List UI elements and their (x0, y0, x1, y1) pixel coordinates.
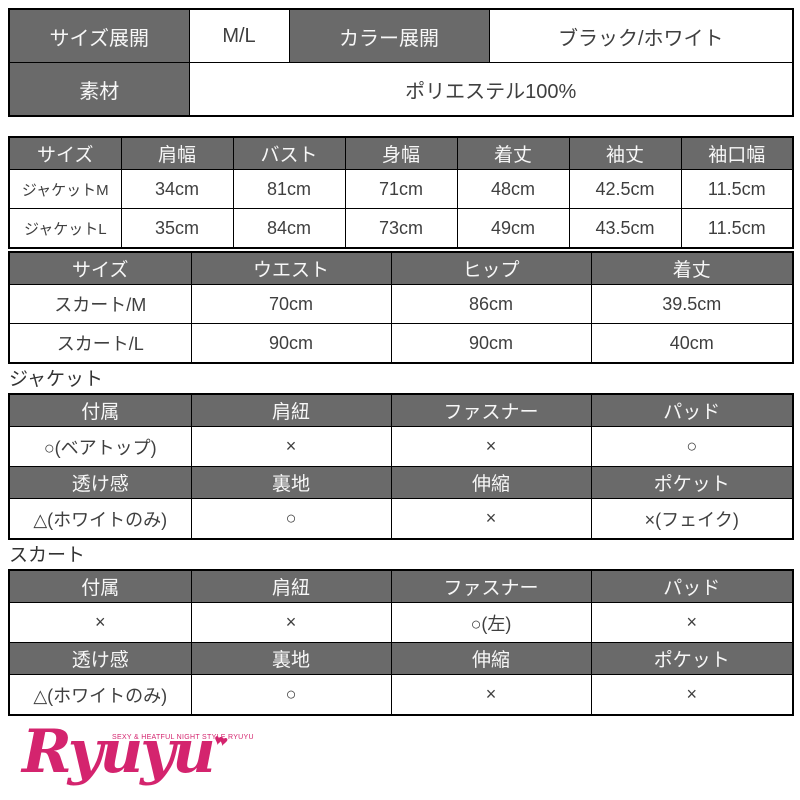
table-row: × × ○(左) × (8, 602, 794, 643)
value-cell: 90cm (390, 323, 592, 364)
value-cell: 86cm (390, 284, 592, 324)
info-value-size-range: M/L (188, 8, 290, 63)
header-cell: ポケット (590, 642, 794, 675)
header-cell: 透け感 (8, 642, 192, 675)
header-cell: 裏地 (190, 466, 392, 499)
skirt-spec-table: 付属 肩紐 ファスナー パッド × × ○(左) × 透け感 裏地 伸縮 ポケッ… (8, 569, 794, 716)
logo-wordmark: Ryuyu (22, 717, 216, 787)
value-cell: × (390, 674, 592, 716)
info-value-color-range: ブラック/ホワイト (488, 8, 794, 63)
skirt-size-table: サイズ ウエスト ヒップ 着丈 スカート/M 70cm 86cm 39.5cm … (8, 251, 794, 364)
info-value-material: ポリエステル100% (188, 62, 794, 117)
header-cell: 肩紐 (190, 393, 392, 427)
value-cell: × (190, 602, 392, 643)
jacket-spec-table: 付属 肩紐 ファスナー パッド ○(ベアトップ) × × ○ 透け感 裏地 伸縮… (8, 393, 794, 540)
header-cell: 身幅 (344, 136, 458, 170)
value-cell: 71cm (344, 169, 458, 209)
header-cell: 伸縮 (390, 642, 592, 675)
header-cell: パッド (590, 569, 794, 603)
value-cell: △(ホワイトのみ) (8, 674, 192, 716)
value-cell: 81cm (232, 169, 346, 209)
section-title-skirt: スカート (9, 545, 86, 566)
jacket-size-table: サイズ 肩幅 バスト 身幅 着丈 袖丈 袖口幅 ジャケットM 34cm 81cm… (8, 136, 794, 249)
value-cell: × (190, 426, 392, 467)
header-cell: 肩幅 (120, 136, 234, 170)
row-label: ジャケットM (8, 169, 122, 209)
header-cell: バスト (232, 136, 346, 170)
value-cell: 70cm (190, 284, 392, 324)
value-cell: 90cm (190, 323, 392, 364)
value-cell: ×(フェイク) (590, 498, 794, 540)
table-row: スカート/L 90cm 90cm 40cm (8, 323, 794, 364)
value-cell: 73cm (344, 208, 458, 249)
logo-tagline: SEXY & HEATFUL NIGHT STYLE RYUYU (112, 734, 254, 741)
value-cell: × (390, 426, 592, 467)
row-label: スカート/M (8, 284, 192, 324)
value-cell: ○(ベアトップ) (8, 426, 192, 467)
product-info-table: サイズ展開 M/L カラー展開 ブラック/ホワイト 素材 ポリエステル100% (8, 8, 794, 117)
table-row: ○(ベアトップ) × × ○ (8, 426, 794, 467)
header-cell: 裏地 (190, 642, 392, 675)
value-cell: △(ホワイトのみ) (8, 498, 192, 540)
header-cell: サイズ (8, 136, 122, 170)
value-cell: 11.5cm (680, 169, 794, 209)
value-cell: × (590, 674, 794, 716)
value-cell: 49cm (456, 208, 570, 249)
table-header-row: サイズ ウエスト ヒップ 着丈 (8, 251, 794, 285)
value-cell: ○ (190, 498, 392, 540)
brand-logo: SEXY & HEATFUL NIGHT STYLE RYUYU Ryuyu ♥… (22, 710, 262, 796)
header-cell: パッド (590, 393, 794, 427)
value-cell: × (390, 498, 592, 540)
header-cell: サイズ (8, 251, 192, 285)
value-cell: ○ (190, 674, 392, 716)
header-cell: 付属 (8, 393, 192, 427)
value-cell: 43.5cm (568, 208, 682, 249)
table-row: スカート/M 70cm 86cm 39.5cm (8, 284, 794, 324)
value-cell: × (590, 602, 794, 643)
table-row: 素材 ポリエステル100% (8, 62, 794, 117)
info-header-size-range: サイズ展開 (8, 8, 190, 63)
table-row: △(ホワイトのみ) ○ × × (8, 674, 794, 716)
header-cell: ヒップ (390, 251, 592, 285)
value-cell: 35cm (120, 208, 234, 249)
header-cell: 付属 (8, 569, 192, 603)
header-cell: 肩紐 (190, 569, 392, 603)
row-label: スカート/L (8, 323, 192, 364)
table-header-row: 透け感 裏地 伸縮 ポケット (8, 642, 794, 675)
header-cell: 伸縮 (390, 466, 592, 499)
row-label: ジャケットL (8, 208, 122, 249)
info-header-color-range: カラー展開 (288, 8, 490, 63)
value-cell: ○ (590, 426, 794, 467)
value-cell: 11.5cm (680, 208, 794, 249)
header-cell: 着丈 (456, 136, 570, 170)
value-cell: × (8, 602, 192, 643)
header-cell: ファスナー (390, 569, 592, 603)
header-cell: ポケット (590, 466, 794, 499)
value-cell: 48cm (456, 169, 570, 209)
info-header-material: 素材 (8, 62, 190, 117)
value-cell: 84cm (232, 208, 346, 249)
section-title-jacket: ジャケット (9, 369, 104, 390)
header-cell: ウエスト (190, 251, 392, 285)
value-cell: ○(左) (390, 602, 592, 643)
table-header-row: 付属 肩紐 ファスナー パッド (8, 569, 794, 603)
table-header-row: サイズ 肩幅 バスト 身幅 着丈 袖丈 袖口幅 (8, 136, 794, 170)
table-row: ジャケットM 34cm 81cm 71cm 48cm 42.5cm 11.5cm (8, 169, 794, 209)
header-cell: 透け感 (8, 466, 192, 499)
table-row: サイズ展開 M/L カラー展開 ブラック/ホワイト (8, 8, 794, 63)
table-row: ジャケットL 35cm 84cm 73cm 49cm 43.5cm 11.5cm (8, 208, 794, 249)
table-row: △(ホワイトのみ) ○ × ×(フェイク) (8, 498, 794, 540)
header-cell: 着丈 (590, 251, 794, 285)
header-cell: 袖口幅 (680, 136, 794, 170)
value-cell: 42.5cm (568, 169, 682, 209)
table-header-row: 透け感 裏地 伸縮 ポケット (8, 466, 794, 499)
value-cell: 34cm (120, 169, 234, 209)
value-cell: 39.5cm (590, 284, 794, 324)
value-cell: 40cm (590, 323, 794, 364)
header-cell: 袖丈 (568, 136, 682, 170)
header-cell: ファスナー (390, 393, 592, 427)
table-header-row: 付属 肩紐 ファスナー パッド (8, 393, 794, 427)
